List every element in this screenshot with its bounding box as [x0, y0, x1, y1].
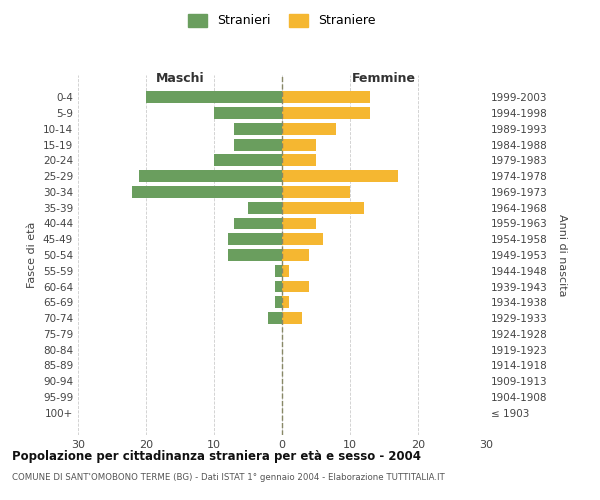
Y-axis label: Anni di nascita: Anni di nascita: [557, 214, 567, 296]
Bar: [275, 296, 282, 308]
Text: Maschi: Maschi: [155, 72, 205, 85]
Bar: [214, 107, 282, 119]
Bar: [282, 265, 289, 276]
Bar: [282, 280, 309, 292]
Bar: [235, 218, 282, 230]
Bar: [139, 170, 282, 182]
Bar: [214, 154, 282, 166]
Y-axis label: Fasce di età: Fasce di età: [28, 222, 37, 288]
Bar: [275, 265, 282, 276]
Bar: [133, 186, 282, 198]
Bar: [248, 202, 282, 213]
Bar: [282, 107, 370, 119]
Text: Popolazione per cittadinanza straniera per età e sesso - 2004: Popolazione per cittadinanza straniera p…: [12, 450, 421, 463]
Bar: [282, 170, 398, 182]
Bar: [282, 92, 370, 103]
Bar: [227, 234, 282, 245]
Bar: [282, 202, 364, 213]
Bar: [282, 296, 289, 308]
Bar: [282, 218, 316, 230]
Bar: [268, 312, 282, 324]
Bar: [235, 123, 282, 134]
Bar: [282, 312, 302, 324]
Text: COMUNE DI SANT'OMOBONO TERME (BG) - Dati ISTAT 1° gennaio 2004 - Elaborazione TU: COMUNE DI SANT'OMOBONO TERME (BG) - Dati…: [12, 472, 445, 482]
Bar: [227, 249, 282, 261]
Legend: Stranieri, Straniere: Stranieri, Straniere: [184, 8, 380, 32]
Bar: [282, 249, 309, 261]
Bar: [275, 280, 282, 292]
Bar: [282, 154, 316, 166]
Bar: [282, 138, 316, 150]
Bar: [282, 123, 337, 134]
Bar: [282, 234, 323, 245]
Bar: [146, 92, 282, 103]
Bar: [235, 138, 282, 150]
Text: Femmine: Femmine: [352, 72, 416, 85]
Bar: [282, 186, 350, 198]
